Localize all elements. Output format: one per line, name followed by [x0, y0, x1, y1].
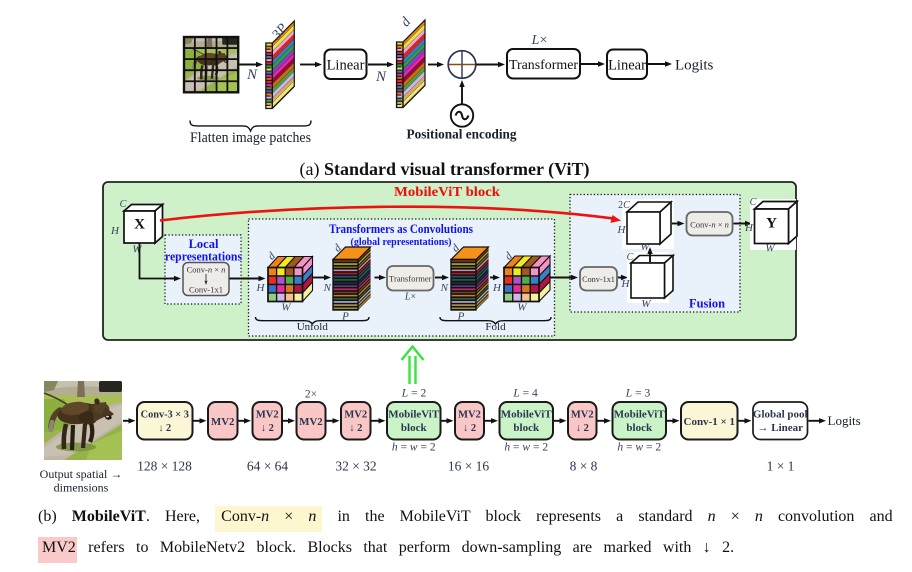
svg-text:W: W	[132, 244, 142, 256]
svg-text:32 × 32: 32 × 32	[335, 459, 376, 474]
svg-text:C: C	[627, 252, 634, 263]
svg-text:L×: L×	[531, 33, 548, 48]
svg-text:MobileViT: MobileViT	[388, 409, 440, 421]
svg-text:8 × 8: 8 × 8	[570, 459, 598, 474]
svg-text:64 × 64: 64 × 64	[247, 459, 289, 474]
svg-text:L = 2: L = 2	[401, 388, 427, 400]
svg-text:Local: Local	[189, 237, 219, 251]
svg-text:2×: 2×	[305, 389, 317, 401]
svg-text:Linear: Linear	[608, 58, 646, 74]
svg-text:Output spatial →: Output spatial →	[40, 467, 123, 481]
svg-text:Logits: Logits	[675, 58, 713, 74]
svg-text:Conv-1 × 1: Conv-1 × 1	[684, 416, 736, 428]
svg-text:h = w = 2: h = w = 2	[392, 442, 436, 454]
svg-text:Fusion: Fusion	[689, 296, 726, 311]
svg-text:Unfold: Unfold	[297, 321, 329, 333]
svg-text:h = w = 2: h = w = 2	[617, 442, 661, 454]
svg-text:MV2: MV2	[299, 416, 322, 428]
svg-text:MV2: MV2	[211, 416, 234, 428]
svg-text:2C: 2C	[618, 200, 630, 211]
svg-text:W: W	[640, 241, 650, 253]
svg-text:MobileViT: MobileViT	[501, 409, 553, 421]
svg-text:1 × 1: 1 × 1	[767, 459, 795, 474]
svg-text:Conv-n × n: Conv-n × n	[690, 220, 729, 230]
svg-text:X: X	[134, 217, 145, 233]
svg-text:N: N	[246, 67, 258, 83]
svg-text:L×: L×	[404, 292, 416, 303]
svg-text:Transformer: Transformer	[389, 273, 432, 283]
svg-text:Conv-1x1: Conv-1x1	[582, 275, 615, 284]
svg-text:P: P	[457, 311, 465, 323]
svg-text:→ Linear: → Linear	[757, 422, 803, 434]
svg-text:L = 4: L = 4	[512, 388, 538, 400]
svg-text:128 × 128: 128 × 128	[137, 459, 192, 474]
svg-text:(a) Standard visual transforme: (a) Standard visual transformer (ViT)	[300, 159, 590, 180]
svg-text:W: W	[517, 302, 527, 314]
svg-text:H: H	[621, 278, 631, 290]
svg-text:↓ 2: ↓ 2	[349, 423, 362, 434]
svg-text:H: H	[110, 225, 120, 237]
svg-text:representations: representations	[165, 250, 242, 264]
svg-text:N: N	[323, 282, 332, 294]
svg-text:Y: Y	[766, 216, 777, 232]
svg-text:W: W	[765, 243, 775, 255]
svg-text:H: H	[617, 224, 627, 236]
svg-text:MobileViT block: MobileViT block	[394, 184, 500, 199]
svg-text:Conv-1x1: Conv-1x1	[189, 285, 223, 295]
svg-text:C: C	[120, 199, 127, 210]
svg-text:Conv-n × n: Conv-n × n	[187, 265, 226, 275]
svg-text:W: W	[641, 298, 651, 310]
svg-text:MV2: MV2	[256, 410, 279, 421]
svg-text:MV2: MV2	[344, 410, 367, 421]
svg-text:Transformers as Convolutions: Transformers as Convolutions	[329, 222, 473, 236]
svg-text:N: N	[440, 282, 449, 294]
svg-text:↓ 2: ↓ 2	[463, 423, 476, 434]
svg-text:block: block	[626, 422, 653, 434]
svg-text:↓ 2: ↓ 2	[158, 423, 171, 434]
svg-text:MV2: MV2	[571, 410, 594, 421]
svg-text:C: C	[750, 197, 757, 208]
svg-text:↓ 2: ↓ 2	[261, 423, 274, 434]
svg-text:L = 3: L = 3	[625, 388, 651, 400]
svg-text:dimensions: dimensions	[54, 481, 109, 495]
svg-text:Global pool: Global pool	[753, 409, 808, 421]
svg-text:Positional encoding: Positional encoding	[407, 128, 517, 143]
svg-text:(global representations): (global representations)	[351, 237, 452, 248]
svg-text:Fold: Fold	[485, 321, 506, 333]
svg-text:W: W	[281, 302, 291, 314]
svg-text:P: P	[341, 311, 349, 323]
svg-text:Transformer: Transformer	[509, 58, 578, 73]
svg-text:block: block	[401, 422, 428, 434]
svg-text:H: H	[256, 282, 266, 294]
svg-text:Linear: Linear	[327, 58, 365, 74]
svg-text:MobileViT: MobileViT	[614, 409, 666, 421]
svg-text:H: H	[744, 222, 754, 234]
svg-text:block: block	[513, 422, 540, 434]
svg-text:Logits: Logits	[828, 413, 861, 428]
svg-text:Conv-3 × 3: Conv-3 × 3	[141, 410, 189, 421]
svg-text:16 × 16: 16 × 16	[448, 459, 490, 474]
svg-text:MV2: MV2	[458, 410, 481, 421]
svg-text:H: H	[492, 282, 502, 294]
svg-text:↓ 2: ↓ 2	[576, 423, 589, 434]
svg-text:N: N	[375, 69, 387, 85]
svg-text:h = w = 2: h = w = 2	[504, 442, 548, 454]
svg-text:Flatten image patches: Flatten image patches	[190, 130, 311, 146]
